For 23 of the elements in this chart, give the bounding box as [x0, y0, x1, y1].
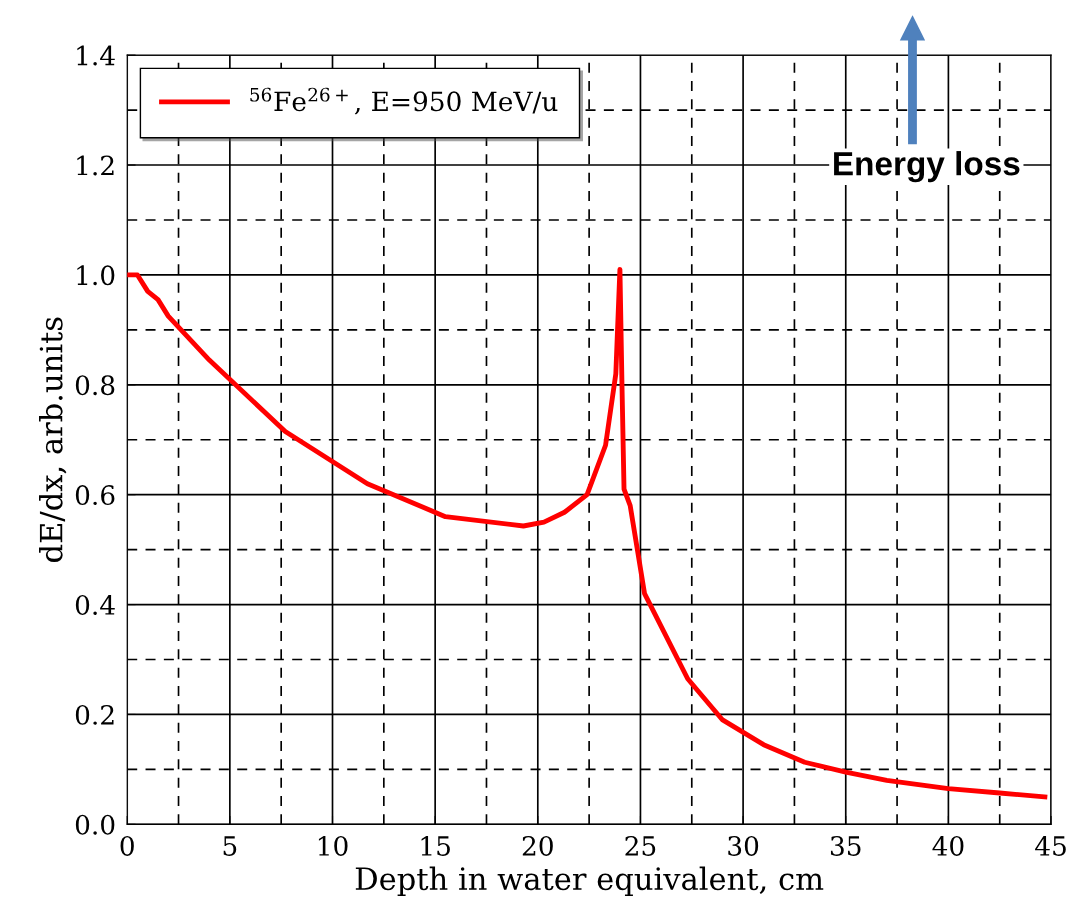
x-tick-label: 0: [120, 835, 134, 856]
x-tick-label: 5: [223, 836, 237, 856]
line-series: [127, 266, 1048, 800]
x-tick-label: 30: [728, 835, 759, 856]
x-tick-label: 20: [522, 835, 553, 856]
annotation: Energy loss: [834, 151, 1020, 183]
x-tick-label: 45: [1035, 835, 1066, 856]
y-tick-label: 0.6: [75, 485, 115, 506]
x-tick-label: 10: [318, 835, 348, 856]
y-tick-label: 1.4: [77, 45, 115, 66]
y-axis-title: dE/dx, arb.units: [39, 317, 67, 562]
y-tick-label: 0.0: [75, 814, 115, 835]
y-tick-label: 1.2: [77, 155, 114, 176]
y-tick-label: 0.4: [75, 595, 115, 615]
legend-label: $^{56}$Fe$^{26+}$, E=950 MeV/u: [250, 87, 558, 115]
x-axis-title: Depth in water equivalent, cm: [355, 866, 824, 897]
y-tick-label: 1.0: [77, 265, 115, 286]
x-tick-label: 35: [830, 835, 861, 856]
y-tick-label: 0.8: [75, 375, 115, 396]
x-tick-label: 40: [932, 835, 964, 856]
x-tick-label: 25: [625, 835, 656, 856]
y-tick-label: 0.2: [75, 704, 114, 725]
x-tick-label: 15: [421, 835, 450, 856]
